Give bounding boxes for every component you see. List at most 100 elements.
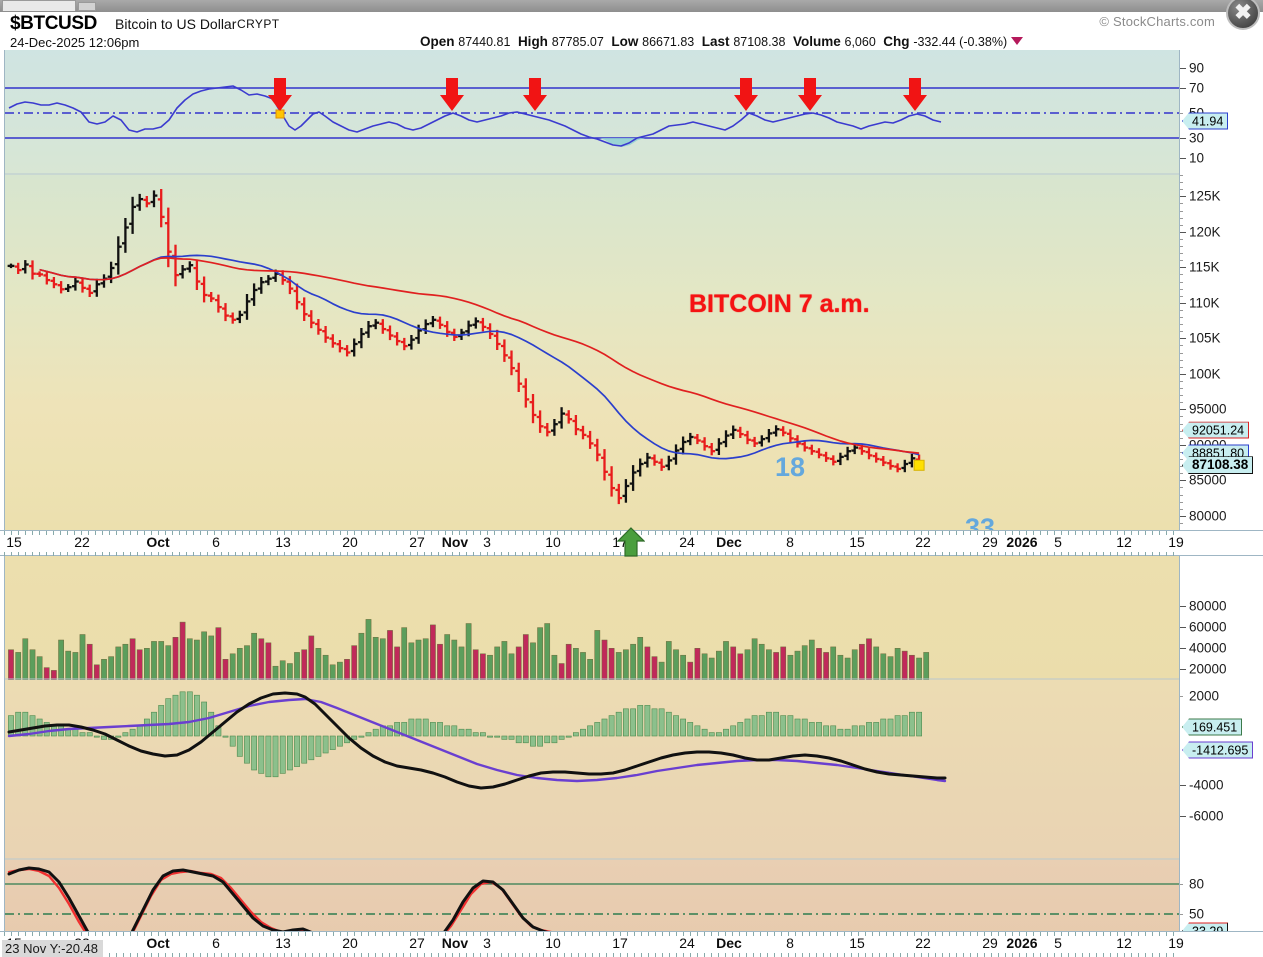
price-plot[interactable]: BITCOIN 7 a.m. 18102733	[4, 175, 1179, 530]
price-tick: 115K	[1189, 259, 1220, 275]
date-tick	[165, 552, 166, 556]
date-tick	[438, 953, 439, 957]
date-tick	[865, 531, 866, 535]
date-tick	[914, 552, 915, 556]
date-tick	[102, 552, 103, 556]
price-tickmark-minor	[1180, 217, 1183, 219]
rsi-axis: 90 70 50 30 10 41.94	[1179, 50, 1263, 175]
panel-rsi[interactable]: 90 70 50 30 10 41.94	[0, 50, 1263, 175]
price-tickmark-minor	[1180, 238, 1183, 240]
date-tick	[816, 932, 817, 936]
macd-plot[interactable]	[4, 680, 1179, 860]
date-tick	[158, 932, 159, 936]
price-tickmark-minor	[1180, 494, 1183, 496]
date-tick	[781, 953, 782, 957]
date-tick	[235, 552, 236, 556]
date-tick	[228, 932, 229, 936]
date-tick	[879, 932, 880, 936]
date-tick	[354, 953, 355, 957]
price-tickmark	[1180, 515, 1186, 517]
date-tick-label: 5	[1054, 534, 1062, 550]
date-tick	[25, 552, 26, 556]
date-tick-label: Nov	[441, 935, 469, 951]
date-tick	[697, 932, 698, 936]
rsi-plot[interactable]	[4, 50, 1179, 175]
window-tab[interactable]	[2, 0, 76, 11]
date-tick	[319, 953, 320, 957]
date-tick	[1012, 531, 1013, 535]
date-tick	[207, 531, 208, 535]
date-tick-label: 10	[545, 534, 561, 550]
price-tickmark-minor	[1180, 189, 1183, 191]
chart-canvas[interactable]: 90 70 50 30 10 41.94	[0, 50, 1263, 957]
date-tick	[165, 531, 166, 535]
date-tick	[795, 953, 796, 957]
date-tick	[998, 552, 999, 556]
date-tick	[151, 953, 152, 957]
date-tick-label: 2026	[1006, 935, 1038, 951]
date-tick	[1068, 531, 1069, 535]
price-tickmark-minor	[1180, 501, 1183, 503]
date-tick	[592, 552, 593, 556]
date-tick	[151, 552, 152, 556]
date-tick	[424, 552, 425, 556]
date-tick	[354, 932, 355, 936]
date-tick-label: 6	[212, 534, 220, 550]
date-tick	[1033, 531, 1034, 535]
rsi-down-arrow-icon	[797, 78, 823, 112]
date-tick	[900, 953, 901, 957]
price-tickmark-minor	[1180, 246, 1183, 247]
date-tick	[368, 932, 369, 936]
date-tick	[844, 932, 845, 936]
date-tick	[767, 953, 768, 957]
date-tick	[375, 953, 376, 957]
price-tickmark	[1180, 338, 1186, 340]
date-tick	[1047, 932, 1048, 936]
date-tick	[753, 552, 754, 556]
price-tickmark-minor	[1180, 274, 1183, 276]
date-tick	[1103, 932, 1104, 936]
date-tick-label: 5	[1054, 935, 1062, 951]
date-tick	[123, 932, 124, 936]
stoch-tick: 80	[1189, 876, 1205, 892]
date-tick	[781, 932, 782, 936]
price-tickmark-minor	[1180, 459, 1183, 460]
date-tick-label: Oct	[146, 935, 170, 951]
date-tick	[977, 552, 978, 556]
date-tick	[606, 932, 607, 936]
date-tick	[11, 531, 12, 535]
date-tick	[760, 953, 761, 957]
date-tick	[487, 552, 488, 556]
date-tick	[25, 531, 26, 535]
date-tick	[1061, 531, 1062, 535]
date-tick	[18, 932, 19, 936]
price-tickmark	[1180, 196, 1186, 198]
date-tick	[970, 953, 971, 957]
close-icon[interactable]: ✖	[1226, 0, 1260, 30]
macd-signal-flag: -1412.695	[1182, 741, 1254, 759]
date-tick	[501, 953, 502, 957]
date-tick	[200, 531, 201, 535]
volume-plot[interactable]	[4, 556, 1179, 680]
date-tick	[641, 932, 642, 936]
date-tick	[480, 932, 481, 936]
window-tab-secondary[interactable]	[78, 2, 96, 11]
date-tick	[844, 552, 845, 556]
date-tick	[263, 953, 264, 957]
open-value: 87440.81	[458, 35, 511, 49]
date-tick	[214, 552, 215, 556]
date-tick	[760, 531, 761, 535]
panel-price[interactable]: BITCOIN 7 a.m. 18102733 125K120K115K110K…	[0, 175, 1263, 531]
date-tick	[361, 531, 362, 535]
date-tick	[515, 552, 516, 556]
date-tick	[375, 932, 376, 936]
date-tick	[732, 932, 733, 936]
panel-macd[interactable]: 2000 -4000 -6000 169.451 -1412.695	[0, 680, 1263, 860]
date-tick	[361, 552, 362, 556]
date-tick	[473, 552, 474, 556]
price-tickmark-minor	[1180, 466, 1183, 468]
date-tick	[431, 531, 432, 535]
date-tick	[375, 531, 376, 535]
date-tick	[1005, 531, 1006, 535]
panel-volume[interactable]: 80000 60000 40000 20000 6060	[0, 556, 1263, 717]
